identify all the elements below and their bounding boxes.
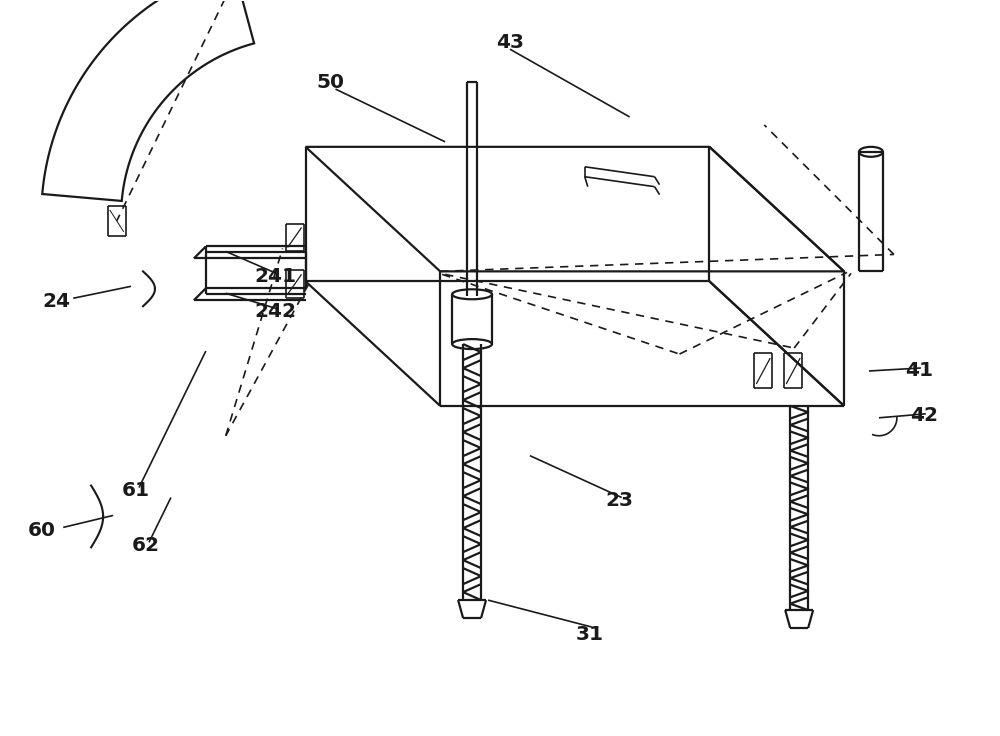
Text: 31: 31 (576, 626, 604, 645)
Text: 61: 61 (122, 481, 150, 500)
Text: 41: 41 (905, 361, 933, 381)
Text: 60: 60 (27, 521, 55, 540)
Text: 50: 50 (316, 73, 344, 91)
Text: 23: 23 (606, 491, 634, 510)
Text: 241: 241 (255, 267, 297, 286)
Text: 242: 242 (255, 302, 297, 321)
Text: 24: 24 (42, 291, 70, 311)
Text: 43: 43 (496, 32, 524, 52)
Text: 42: 42 (910, 406, 938, 425)
Text: 62: 62 (132, 536, 160, 555)
